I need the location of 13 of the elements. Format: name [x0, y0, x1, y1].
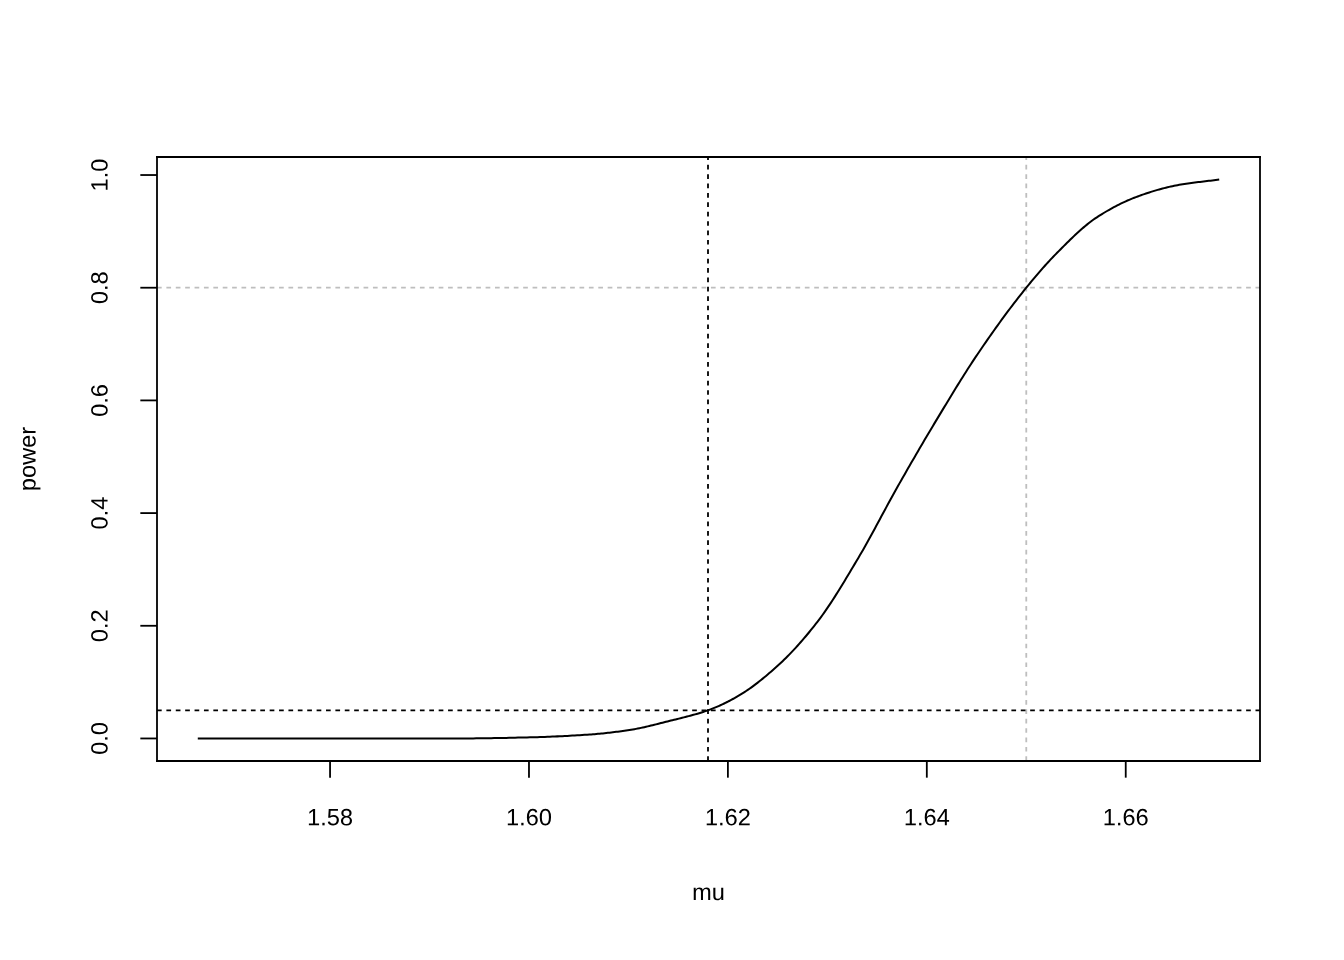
- y-tick-label: 0.2: [91, 610, 108, 642]
- x-tick-label: 1.60: [507, 808, 552, 826]
- x-axis-title: mu: [693, 887, 724, 901]
- y-tick-label: 1.0: [91, 159, 108, 190]
- y-tick-label: 0.0: [91, 722, 108, 754]
- x-tick-label: 1.64: [905, 808, 950, 826]
- x-tick-label: 1.62: [706, 808, 750, 826]
- y-tick-label: 0.6: [91, 385, 108, 416]
- x-tick-label: 1.66: [1104, 808, 1148, 826]
- y-tick-label: 0.8: [91, 272, 108, 304]
- y-axis-title: power: [22, 427, 41, 490]
- x-tick-label: 1.58: [308, 808, 353, 826]
- y-tick-label: 0.4: [91, 497, 108, 529]
